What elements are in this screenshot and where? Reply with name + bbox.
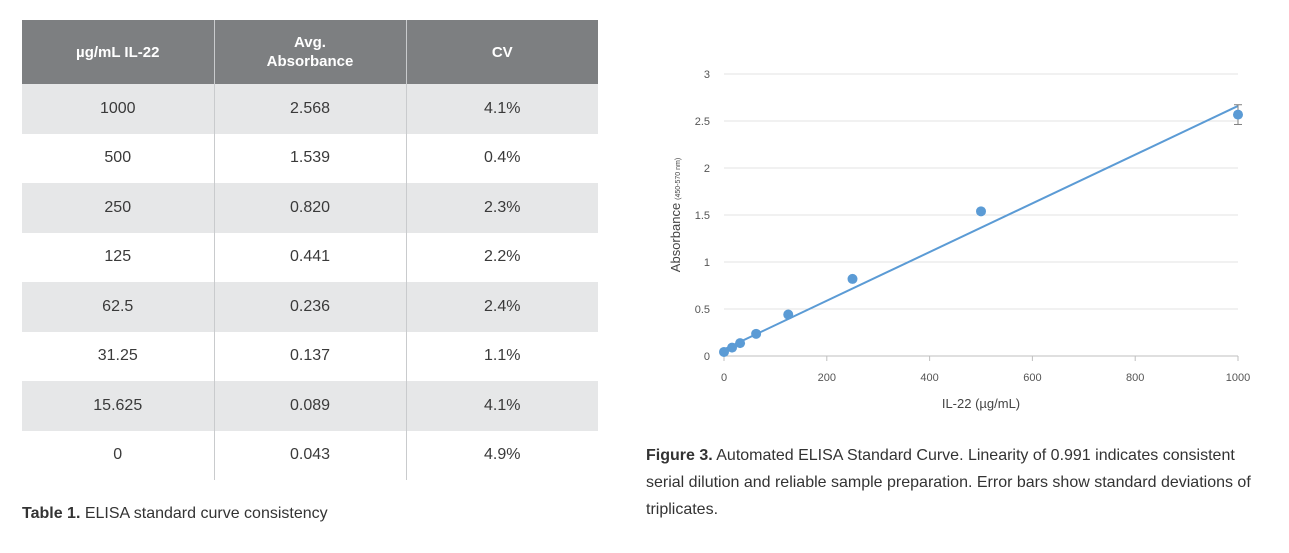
data-point (735, 338, 746, 349)
cv-cell: 4.1% (405, 84, 598, 134)
cv-cell: 4.9% (405, 430, 598, 480)
absorbance-cell: 0.441 (213, 232, 406, 282)
figure-caption: Figure 3. Automated ELISA Standard Curve… (646, 442, 1266, 523)
data-points (719, 109, 1243, 357)
concentration-cell: 62.5 (22, 282, 214, 332)
data-point (751, 328, 762, 339)
y-tick-label: 1 (704, 257, 710, 269)
table-caption: Table 1. ELISA standard curve consistenc… (22, 500, 328, 527)
y-axis-title-sub: (450-570 nm) (675, 158, 682, 200)
x-axis-title: IL-22 (µg/mL) (942, 396, 1020, 411)
table-caption-text: ELISA standard curve consistency (80, 505, 328, 522)
absorbance-cell: 0.089 (213, 381, 406, 431)
absorbance-cell: 1.539 (213, 133, 406, 183)
absorbance-cell: 2.568 (213, 84, 406, 134)
data-point (783, 309, 794, 320)
y-tick-label: 3 (704, 69, 710, 81)
table-caption-label: Table 1. (22, 505, 81, 522)
table-body: 1000 2.568 4.1% 500 1.539 0.4% 250 0.820 2.3% 125… (22, 84, 598, 480)
data-point (1233, 109, 1243, 120)
data-point (727, 342, 738, 353)
table-row: 0 0.043 4.9% (22, 430, 598, 480)
y-tick-label: 2.5 (695, 116, 710, 128)
absorbance-cell: 0.236 (213, 282, 406, 332)
cv-cell: 4.1% (405, 381, 598, 431)
table-row: 1000 2.568 4.1% (22, 84, 598, 134)
y-tick-label: 0 (704, 351, 710, 363)
table-row: 500 1.539 0.4% (22, 133, 598, 183)
chart-grid (723, 73, 1239, 361)
table-row: 15.625 0.089 4.1% (22, 381, 598, 431)
x-tick-label: 800 (1126, 372, 1144, 384)
concentration-cell: 15.625 (22, 381, 214, 431)
header-cv: CV (405, 20, 598, 84)
concentration-cell: 125 (104, 248, 132, 266)
data-point (847, 273, 858, 284)
cv-cell: 2.4% (405, 282, 598, 332)
y-axis-title-main: Absorbance (668, 203, 683, 272)
table-row: 125 0.441 2.2% (22, 232, 598, 282)
cv-cell: 2.3% (405, 183, 598, 233)
x-tick-labels: 0 200 400 600 800 1000 (721, 372, 1250, 384)
x-tick-label: 0 (721, 372, 727, 384)
elisa-table: µg/mL IL-22 Avg. Absorbance CV 1000 2.568… (22, 20, 598, 480)
x-tick-label: 200 (818, 372, 836, 384)
standard-curve-chart: 0 0.5 1 1.5 2 2.5 3 0 200 400 600 800 1000 IL-22 (µ… (668, 69, 1250, 411)
x-tick-label: 600 (1023, 372, 1041, 384)
x-tick-label: 1000 (1226, 372, 1250, 384)
y-tick-label: 0.5 (695, 304, 710, 316)
absorbance-cell: 0.137 (213, 331, 406, 381)
cv-cell: 1.1% (405, 331, 598, 381)
y-axis-title: Absorbance (450-570 nm) (668, 158, 683, 272)
table-header-row: µg/mL IL-22 Avg. Absorbance CV (22, 20, 598, 84)
data-point (976, 206, 986, 217)
table-row: 250 0.820 2.3% (22, 183, 598, 233)
header-avg-absorbance: Avg. Absorbance (213, 20, 406, 84)
figure-caption-label: Figure 3. (646, 447, 713, 464)
header-avg-absorbance-label: Avg. Absorbance (266, 34, 354, 70)
concentration-cell: 250 (22, 183, 214, 233)
y-tick-labels: 0 0.5 1 1.5 2 2.5 3 (695, 69, 710, 363)
cv-cell: 2.2% (405, 232, 598, 282)
concentration-cell: 31.25 (97, 347, 138, 365)
y-tick-label: 1.5 (695, 210, 710, 222)
concentration-cell: 0 (113, 446, 123, 464)
cv-cell: 0.4% (405, 133, 598, 183)
figure-caption-text: Automated ELISA Standard Curve. Linearit… (646, 447, 1251, 518)
x-tick-label: 400 (920, 372, 938, 384)
absorbance-cell: 0.043 (213, 430, 406, 480)
absorbance-cell: 0.820 (213, 183, 406, 233)
concentration-cell: 500 (104, 149, 132, 167)
concentration-cell: 1000 (22, 84, 214, 134)
data-point (719, 346, 729, 357)
trendline (723, 105, 1239, 351)
header-concentration: µg/mL IL-22 (22, 20, 214, 84)
table-row: 62.5 0.236 2.4% (22, 282, 598, 332)
y-tick-label: 2 (704, 163, 710, 175)
table-row: 31.25 0.137 1.1% (22, 331, 598, 381)
